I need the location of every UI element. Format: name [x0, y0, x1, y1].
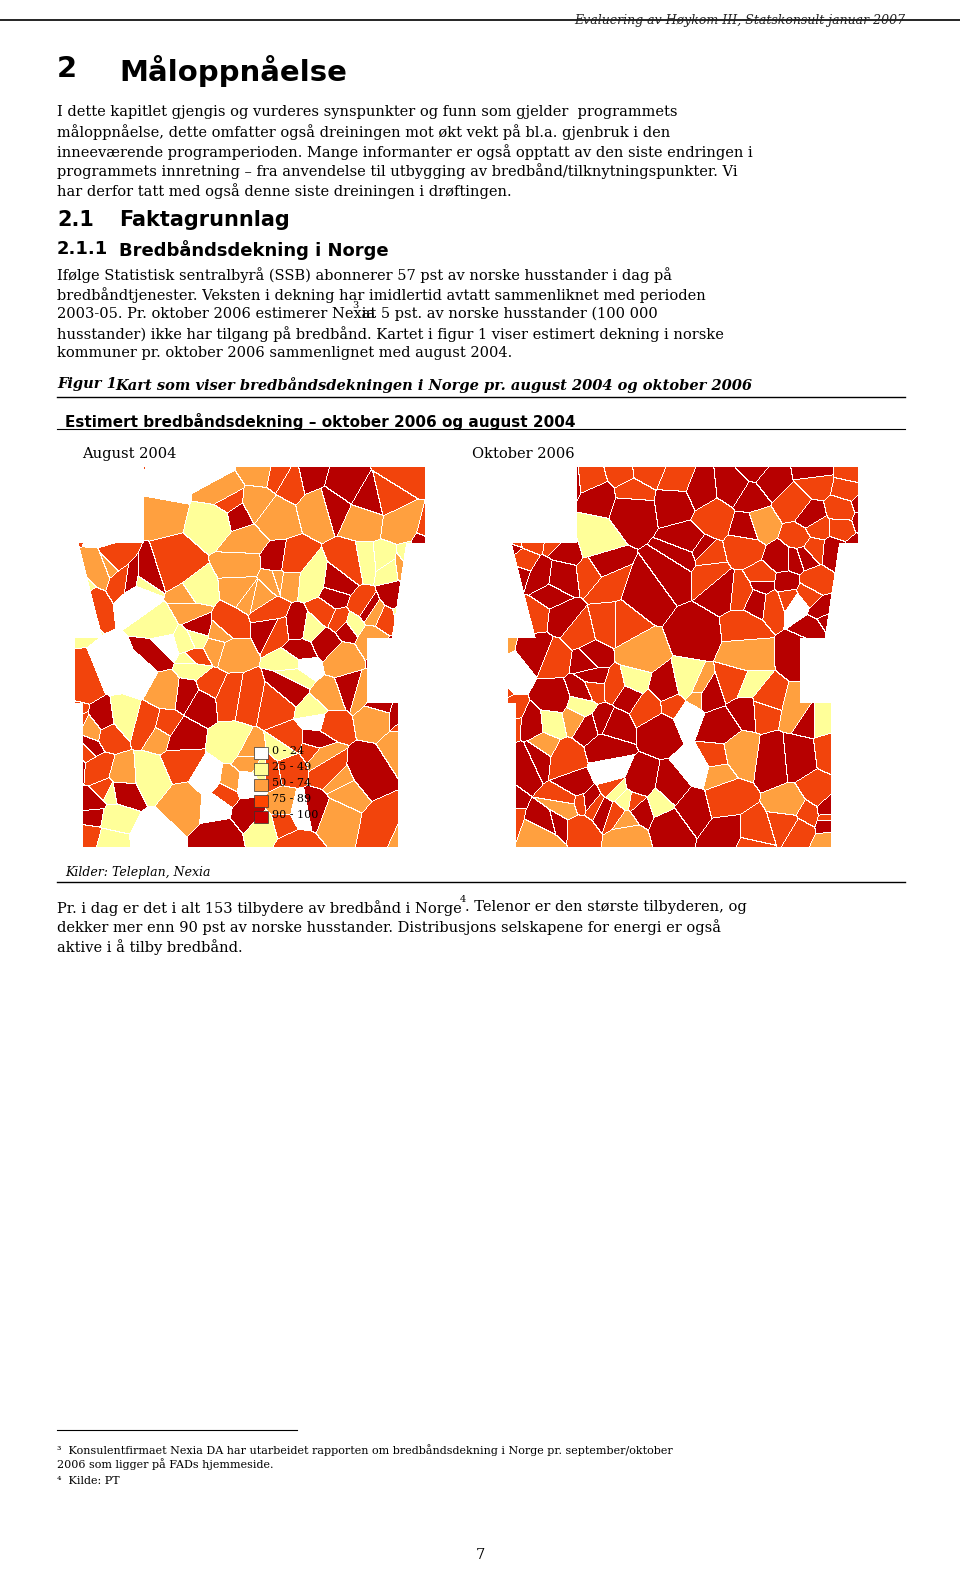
Text: at 5 pst. av norske husstander (100 000: at 5 pst. av norske husstander (100 000 [357, 306, 658, 320]
Text: bredbåndtjenester. Veksten i dekning har imidlertid avtatt sammenliknet med peri: bredbåndtjenester. Veksten i dekning har… [57, 287, 706, 303]
Text: 4: 4 [460, 895, 467, 904]
Text: Figur 1: Figur 1 [57, 377, 117, 391]
Text: 2.1.1: 2.1.1 [57, 240, 108, 259]
Text: I dette kapitlet gjengis og vurderes synspunkter og funn som gjelder  programmet: I dette kapitlet gjengis og vurderes syn… [57, 105, 678, 119]
Bar [254, 763, 268, 776]
Text: 2003-05. Pr. oktober 2006 estimerer Nexia: 2003-05. Pr. oktober 2006 estimerer Nexi… [57, 306, 375, 320]
Text: 50 - 74: 50 - 74 [272, 779, 311, 788]
Text: 7: 7 [475, 1548, 485, 1562]
Text: 2.1: 2.1 [57, 210, 94, 231]
Text: har derfor tatt med også denne siste dreiningen i drøftingen.: har derfor tatt med også denne siste dre… [57, 184, 512, 199]
Text: 0 - 24: 0 - 24 [272, 746, 304, 757]
Text: dekker mer enn 90 pst av norske husstander. Distribusjons selskapene for energi : dekker mer enn 90 pst av norske husstand… [57, 920, 721, 936]
Text: Faktagrunnlag: Faktagrunnlag [119, 210, 290, 231]
Text: Kart som viser bredbåndsdekningen i Norge pr. august 2004 og oktober 2006: Kart som viser bredbåndsdekningen i Norg… [115, 377, 752, 392]
Text: Måloppnåelse: Måloppnåelse [119, 55, 347, 86]
Text: ³  Konsulentfirmaet Nexia DA har utarbeidet rapporten om bredbåndsdekning i Norg: ³ Konsulentfirmaet Nexia DA har utarbeid… [57, 1444, 673, 1455]
Text: 90 - 100: 90 - 100 [272, 810, 319, 820]
Bar [254, 794, 268, 807]
Bar [254, 747, 268, 758]
Text: 25 - 49: 25 - 49 [272, 761, 311, 772]
Text: 2006 som ligger på FADs hjemmeside.: 2006 som ligger på FADs hjemmeside. [57, 1459, 274, 1470]
Text: programmets innretning – fra anvendelse til utbygging av bredbånd/tilknytningspu: programmets innretning – fra anvendelse … [57, 163, 737, 179]
Bar [254, 779, 268, 791]
Text: måloppnåelse, dette omfatter også dreiningen mot økt vekt på bl.a. gjenbruk i de: måloppnåelse, dette omfatter også dreini… [57, 124, 670, 140]
Text: Estimert bredbåndsdekning – oktober 2006 og august 2004: Estimert bredbåndsdekning – oktober 2006… [65, 413, 575, 430]
Text: Ifølge Statistisk sentralbyrå (SSB) abonnerer 57 pst av norske husstander i dag : Ifølge Statistisk sentralbyrå (SSB) abon… [57, 267, 672, 283]
Text: 3: 3 [352, 301, 358, 311]
Text: 2: 2 [57, 55, 77, 83]
Text: . Telenor er den største tilbyderen, og: . Telenor er den største tilbyderen, og [465, 900, 747, 914]
Text: husstander) ikke har tilgang på bredbånd. Kartet i figur 1 viser estimert deknin: husstander) ikke har tilgang på bredbånd… [57, 327, 724, 342]
Text: 75 - 89: 75 - 89 [272, 794, 311, 804]
Text: August 2004: August 2004 [82, 447, 177, 462]
Bar [254, 812, 268, 823]
Text: Oktober 2006: Oktober 2006 [472, 447, 575, 462]
Text: Evaluering av Høykom III, Statskonsult januar 2007: Evaluering av Høykom III, Statskonsult j… [574, 14, 905, 27]
Text: aktive i å tilby bredbånd.: aktive i å tilby bredbånd. [57, 939, 243, 955]
Text: ⁴  Kilde: PT: ⁴ Kilde: PT [57, 1476, 120, 1485]
Text: Bredbåndsdekning i Norge: Bredbåndsdekning i Norge [119, 240, 389, 261]
Text: Pr. i dag er det i alt 153 tilbydere av bredbånd i Norge: Pr. i dag er det i alt 153 tilbydere av … [57, 900, 462, 915]
Text: kommuner pr. oktober 2006 sammenlignet med august 2004.: kommuner pr. oktober 2006 sammenlignet m… [57, 345, 513, 360]
Text: Kilder: Teleplan, Nexia: Kilder: Teleplan, Nexia [65, 867, 210, 879]
Text: inneeværende programperioden. Mange informanter er også opptatt av den siste end: inneeværende programperioden. Mange info… [57, 144, 753, 160]
